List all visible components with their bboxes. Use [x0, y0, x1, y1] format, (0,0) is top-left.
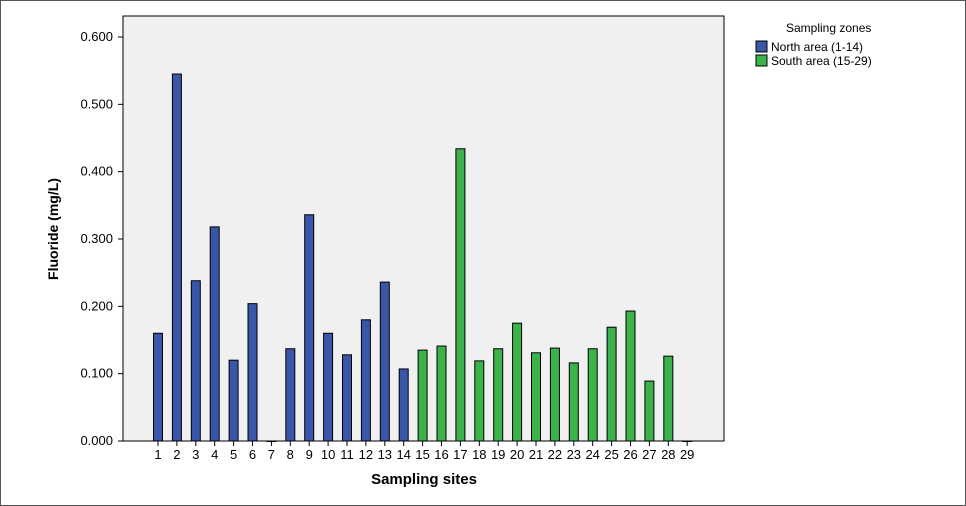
bar-site-22 [549, 347, 560, 442]
x-tick-label: 10 [321, 447, 335, 462]
x-tick-label: 2 [173, 447, 180, 462]
x-tick-label: 8 [287, 447, 294, 462]
x-tick-label: 19 [491, 447, 505, 462]
y-tick-label: 0.300 [80, 231, 113, 246]
bar-site-7 [266, 440, 277, 442]
y-tick-label: 0.400 [80, 164, 113, 179]
bar-site-1 [153, 332, 163, 442]
bar-site-11 [342, 354, 352, 442]
x-tick-label: 16 [434, 447, 448, 462]
legend-label-south: South area (15-29) [771, 54, 872, 68]
x-tick-label: 21 [529, 447, 543, 462]
bar-site-2 [171, 73, 182, 442]
x-tick-label: 29 [680, 447, 694, 462]
bar-site-10 [323, 332, 334, 442]
x-tick-label: 25 [604, 447, 618, 462]
bar-site-25 [606, 326, 617, 442]
x-tick-label: 18 [472, 447, 486, 462]
y-tick-label: 0.000 [80, 433, 113, 448]
x-axis: 1 2 3 4 5 6 7 8 9 10 11 12 13 14 15 16 17 18 19 20 21 22 23 24 2… [154, 441, 694, 462]
bar-site-24 [587, 348, 598, 442]
bar-site-5 [228, 359, 239, 442]
bar-site-15 [417, 349, 428, 442]
x-tick-label: 12 [359, 447, 373, 462]
x-tick-label: 20 [510, 447, 524, 462]
x-tick-label: 14 [396, 447, 410, 462]
bar-site-12 [360, 319, 371, 442]
bar-site-28 [663, 355, 674, 442]
x-axis-label: Sampling sites [371, 471, 477, 488]
y-axis-label: Fluoride (mg/L) [45, 178, 61, 280]
bars [153, 73, 693, 442]
bar-site-9 [304, 214, 315, 442]
x-tick-label: 6 [249, 447, 256, 462]
y-tick-label: 0.100 [80, 366, 113, 381]
x-tick-label: 4 [211, 447, 218, 462]
bar-site-13 [379, 281, 390, 442]
bar-site-18 [474, 360, 485, 442]
x-tick-label: 5 [230, 447, 237, 462]
legend-swatch-south [755, 54, 768, 67]
bar-site-23 [568, 362, 579, 442]
bar-site-29 [682, 440, 693, 442]
y-tick-label: 0.500 [80, 96, 113, 111]
legend-swatch-north [755, 40, 768, 53]
x-tick-label: 23 [567, 447, 581, 462]
y-tick-label: 0.600 [80, 29, 113, 44]
legend-title: Sampling zones [786, 21, 871, 35]
x-tick-label: 9 [306, 447, 313, 462]
bar-site-14 [398, 368, 409, 442]
bar-site-3 [190, 280, 201, 442]
bar-site-17 [455, 148, 466, 442]
y-axis: 0.000 0.100 0.200 0.300 0.400 0.500 0.600 [80, 29, 123, 448]
bar-site-6 [247, 303, 258, 442]
x-tick-label: 22 [548, 447, 562, 462]
x-tick-label: 7 [268, 447, 275, 462]
bar-site-26 [625, 310, 636, 442]
bar-site-4 [209, 226, 220, 442]
x-tick-label: 28 [661, 447, 675, 462]
x-tick-label: 27 [642, 447, 656, 462]
y-tick-label: 0.200 [80, 298, 113, 313]
x-tick-label: 13 [378, 447, 392, 462]
x-tick-label: 24 [585, 447, 599, 462]
bar-site-8 [285, 348, 296, 442]
x-tick-label: 26 [623, 447, 637, 462]
bar-site-21 [531, 352, 541, 442]
x-tick-label: 17 [453, 447, 467, 462]
bar-site-16 [436, 345, 447, 442]
bar-site-20 [512, 322, 523, 442]
bar-site-19 [493, 348, 504, 442]
legend: Sampling zones North area (1-14) South a… [755, 21, 872, 68]
x-tick-label: 11 [340, 447, 354, 462]
legend-label-north: North area (1-14) [771, 40, 863, 54]
x-tick-label: 3 [192, 447, 199, 462]
bar-site-27 [644, 380, 655, 442]
x-tick-label: 15 [415, 447, 429, 462]
x-tick-label: 1 [154, 447, 161, 462]
